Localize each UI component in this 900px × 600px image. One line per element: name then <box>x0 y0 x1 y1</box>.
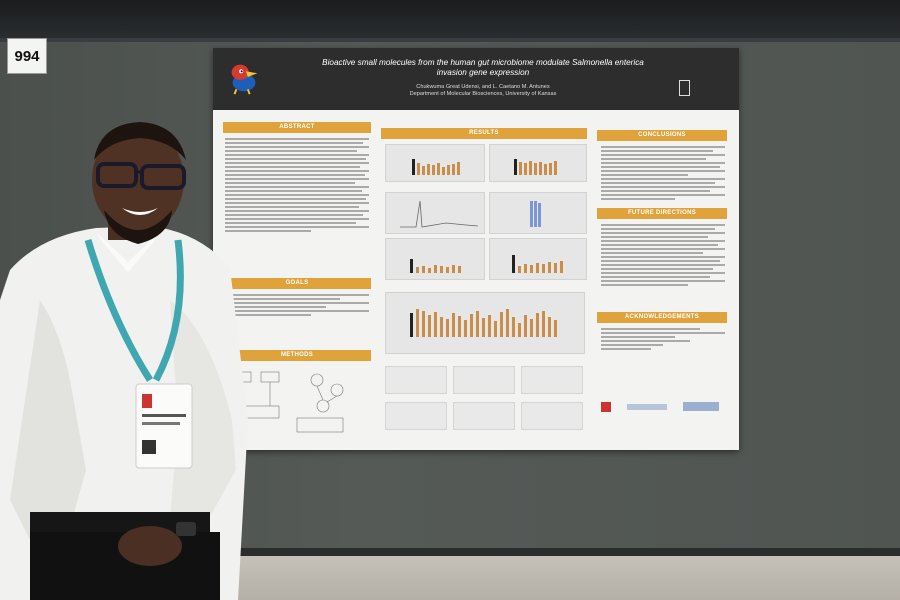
result-chart-b <box>489 144 587 182</box>
abstract-text <box>225 138 369 234</box>
result-chart-c <box>385 238 485 280</box>
booth-number: 994 <box>7 38 47 74</box>
poster-title-line-2: invasion gene expression <box>436 68 530 77</box>
poster-title-line-1: Bioactive small molecules from the human… <box>322 58 644 67</box>
results-heading: RESULTS <box>381 128 587 139</box>
poster-header: Bioactive small molecules from the human… <box>213 48 739 110</box>
research-poster: Bioactive small molecules from the human… <box>213 48 739 450</box>
poster-affiliation: Department of Molecular Biosciences, Uni… <box>409 91 557 97</box>
presenter-person <box>0 122 248 600</box>
conclusions-heading: CONCLUSIONS <box>597 130 727 141</box>
sponsor-logo-3 <box>683 402 719 411</box>
result-chart-a <box>385 144 485 182</box>
ceiling <box>0 0 900 42</box>
future-directions-heading: FUTURE DIRECTIONS <box>597 208 727 219</box>
acknowledgements-heading: ACKNOWLEDGEMENTS <box>597 312 727 323</box>
molecule-structure-5 <box>453 402 515 430</box>
result-chart-d <box>489 238 587 280</box>
molecule-structure-4 <box>385 402 447 430</box>
goals-text <box>225 294 369 318</box>
chromatogram-b <box>489 192 587 234</box>
board-trim <box>0 548 900 556</box>
poster-title: Bioactive small molecules from the human… <box>273 58 693 78</box>
molecule-structure-1 <box>385 366 447 394</box>
jayhawk-mascot-icon <box>231 64 258 95</box>
future-directions-text <box>601 224 725 288</box>
sponsor-logo-1 <box>601 402 611 412</box>
chromatogram-a <box>385 192 485 234</box>
ceiling-rail <box>0 38 900 44</box>
goals-heading: GOALS <box>223 278 371 289</box>
poster-authors: Chukwuma Great Udensi, and L. Caetano M.… <box>416 84 550 90</box>
molecule-structure-3 <box>521 366 583 394</box>
poster-authors-block: Chukwuma Great Udensi, and L. Caetano M.… <box>273 84 693 98</box>
methods-heading: METHODS <box>223 350 371 361</box>
acknowledgements-text <box>601 328 725 352</box>
molecule-structure-2 <box>453 366 515 394</box>
department-logo-icon <box>679 78 735 104</box>
sponsor-logo-2 <box>627 404 667 410</box>
conclusions-text <box>601 146 725 202</box>
result-chart-large <box>385 292 585 354</box>
molecule-structure-6 <box>521 402 583 430</box>
abstract-heading: ABSTRACT <box>223 122 371 133</box>
